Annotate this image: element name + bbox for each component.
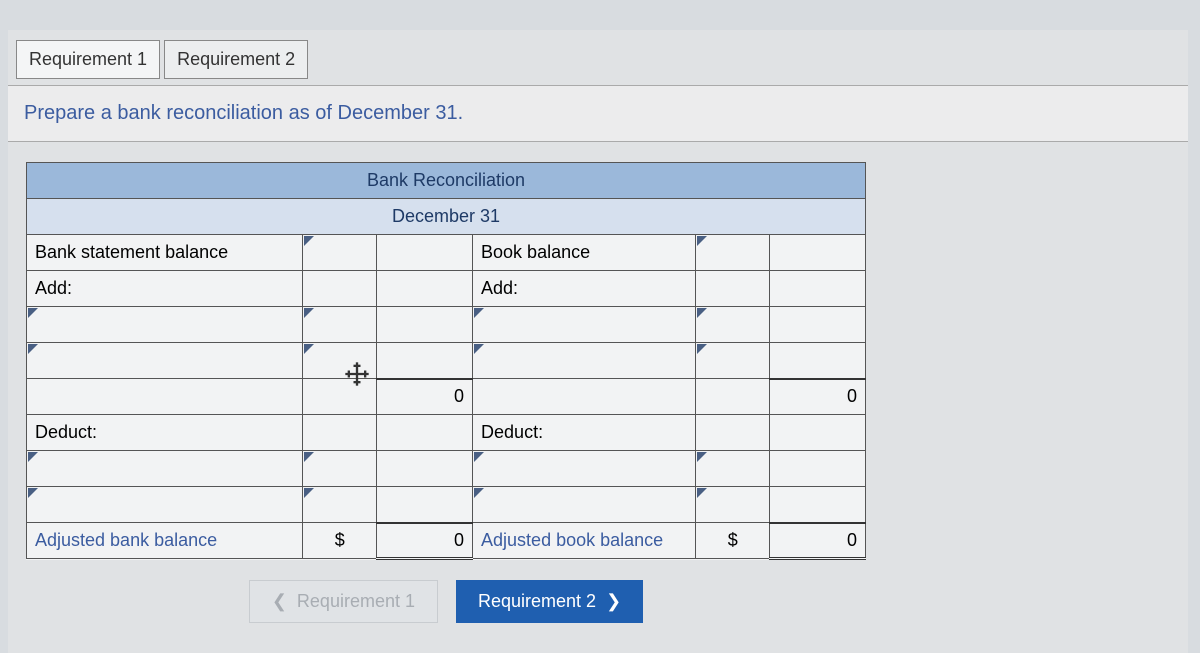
book-deduct-item-2-val[interactable]: [770, 487, 866, 523]
book-add-item-2-sym[interactable]: [696, 343, 770, 379]
bank-add-label: Add:: [27, 271, 303, 307]
bank-deduct-item-1-sym[interactable]: [303, 451, 377, 487]
book-deduct-label: Deduct:: [473, 415, 696, 451]
reconciliation-table: Bank Reconciliation December 31 Bank sta…: [26, 162, 866, 560]
bank-add-item-2-val[interactable]: [377, 343, 473, 379]
adjusted-bank-value: 0: [377, 523, 473, 559]
bank-statement-balance-label: Bank statement balance: [27, 235, 303, 271]
bank-deduct-item-2-val[interactable]: [377, 487, 473, 523]
next-requirement-label: Requirement 2: [478, 591, 596, 611]
book-balance-symbol-cell[interactable]: [696, 235, 770, 271]
chevron-right-icon: ❯: [596, 591, 621, 611]
book-balance-value-cell[interactable]: [770, 235, 866, 271]
bank-deduct-item-1[interactable]: [27, 451, 303, 487]
bank-add-item-2[interactable]: [27, 343, 303, 379]
bank-add-item-2-sym[interactable]: [303, 343, 377, 379]
bank-deduct-item-2-sym[interactable]: [303, 487, 377, 523]
chevron-left-icon: ❮: [272, 591, 297, 611]
bank-deduct-item-2[interactable]: [27, 487, 303, 523]
book-deduct-item-2-sym[interactable]: [696, 487, 770, 523]
bank-add-item-1-val[interactable]: [377, 307, 473, 343]
bank-statement-value-cell[interactable]: [377, 235, 473, 271]
tab-requirement-2[interactable]: Requirement 2: [164, 40, 308, 79]
bank-add-item-1-sym[interactable]: [303, 307, 377, 343]
bank-statement-symbol-cell[interactable]: [303, 235, 377, 271]
book-add-subtotal: 0: [770, 379, 866, 415]
book-add-item-1[interactable]: [473, 307, 696, 343]
next-requirement-button[interactable]: Requirement 2 ❯: [456, 580, 643, 623]
adjusted-book-balance-label: Adjusted book balance: [473, 523, 696, 559]
book-deduct-item-2[interactable]: [473, 487, 696, 523]
prev-requirement-button: ❮ Requirement 1: [249, 580, 438, 623]
book-add-item-1-sym[interactable]: [696, 307, 770, 343]
tab-requirement-1[interactable]: Requirement 1: [16, 40, 160, 79]
book-add-item-2-val[interactable]: [770, 343, 866, 379]
book-deduct-item-1-sym[interactable]: [696, 451, 770, 487]
book-balance-label: Book balance: [473, 235, 696, 271]
nav-buttons-row: ❮ Requirement 1 Requirement 2 ❯: [26, 580, 866, 623]
instruction-text: Prepare a bank reconciliation as of Dece…: [8, 85, 1188, 142]
bank-add-item-1[interactable]: [27, 307, 303, 343]
bank-deduct-label: Deduct:: [27, 415, 303, 451]
prev-requirement-label: Requirement 1: [297, 591, 415, 611]
table-title: Bank Reconciliation: [27, 163, 866, 199]
adjusted-bank-symbol: $: [303, 523, 377, 559]
table-subtitle: December 31: [27, 199, 866, 235]
adjusted-book-symbol: $: [696, 523, 770, 559]
bank-add-subtotal: 0: [377, 379, 473, 415]
table-container: Bank Reconciliation December 31 Bank sta…: [8, 142, 1188, 653]
tabs-row: Requirement 1 Requirement 2: [8, 30, 1188, 79]
adjusted-bank-balance-label: Adjusted bank balance: [27, 523, 303, 559]
book-add-label: Add:: [473, 271, 696, 307]
book-add-item-1-val[interactable]: [770, 307, 866, 343]
book-deduct-item-1[interactable]: [473, 451, 696, 487]
book-add-item-2[interactable]: [473, 343, 696, 379]
bank-deduct-item-1-val[interactable]: [377, 451, 473, 487]
adjusted-book-value: 0: [770, 523, 866, 559]
book-deduct-item-1-val[interactable]: [770, 451, 866, 487]
